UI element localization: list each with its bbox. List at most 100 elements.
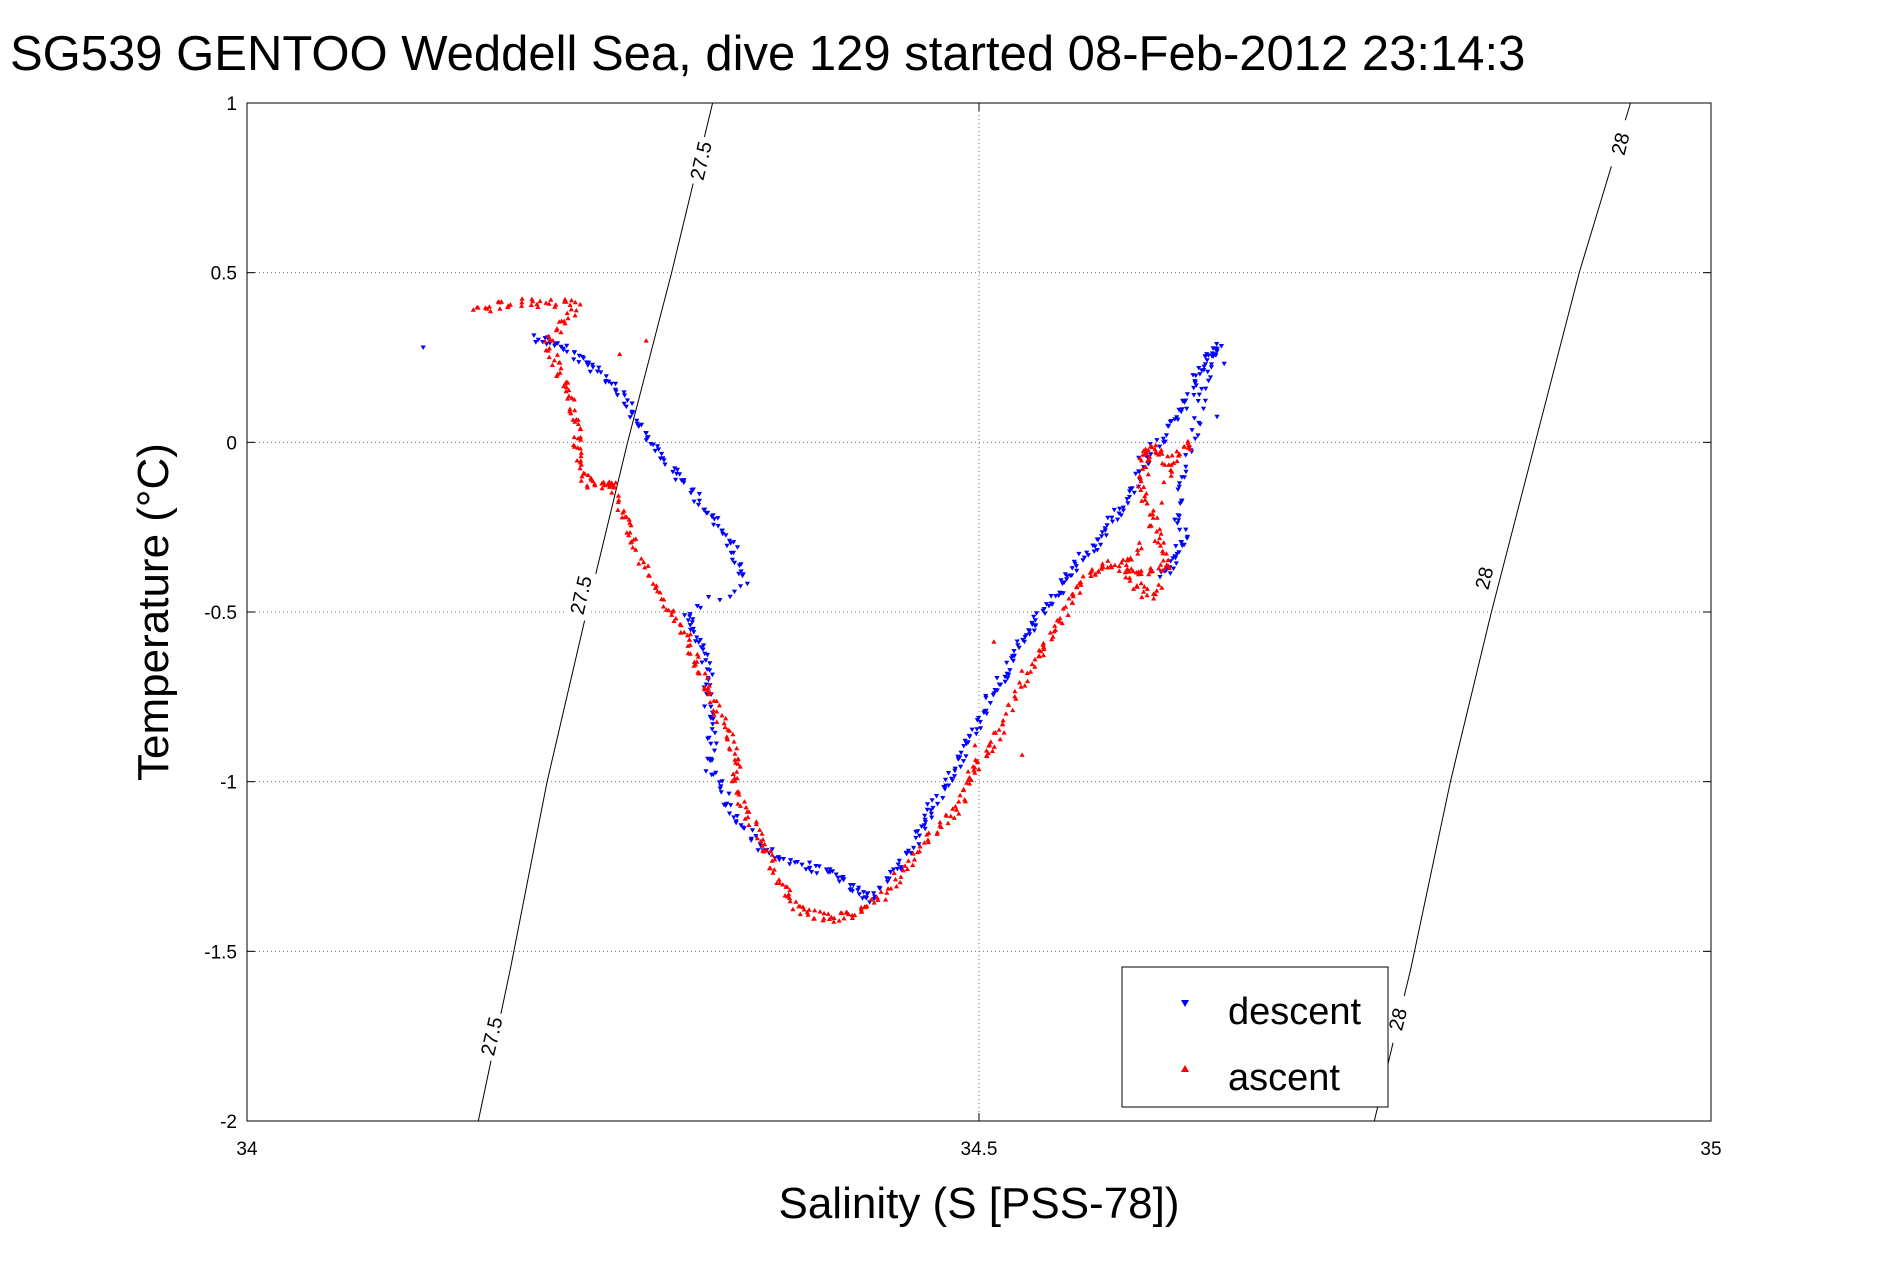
descent-point	[788, 858, 794, 863]
ascent-point	[1169, 469, 1175, 474]
descent-point	[738, 823, 744, 828]
descent-point	[969, 727, 975, 733]
ascent-point	[754, 835, 760, 841]
ascent-point	[542, 338, 548, 344]
ascent-point	[546, 345, 552, 351]
ascent-point	[1138, 568, 1144, 573]
ascent-point	[1050, 634, 1056, 639]
descent-point	[977, 719, 983, 725]
ascent-point	[961, 786, 967, 792]
legend-descent-label: descent	[1228, 991, 1362, 1033]
descent-point	[799, 862, 805, 868]
descent-point	[712, 730, 718, 736]
y-tick-label: -1	[220, 773, 237, 794]
ascent-point	[831, 915, 837, 920]
ascent-point	[1168, 473, 1174, 478]
descent-point	[987, 701, 993, 706]
ascent-point	[1124, 557, 1130, 563]
ascent-point	[1154, 515, 1160, 520]
ascent-point	[821, 910, 827, 916]
descent-point	[922, 826, 928, 832]
ascent-point	[592, 481, 598, 486]
descent-point	[1032, 618, 1038, 623]
ascent-point	[759, 843, 765, 848]
descent-point	[728, 803, 734, 808]
ascent-point	[725, 727, 731, 732]
ascent-point	[1186, 442, 1192, 447]
ascent-point	[1130, 568, 1136, 574]
ascent-point	[1123, 574, 1129, 580]
ascent-point	[519, 296, 525, 301]
descent-point	[1053, 594, 1059, 599]
descent-point	[1193, 373, 1199, 379]
descent-point	[695, 502, 702, 508]
ascent-point	[568, 306, 574, 312]
ascent-point	[868, 897, 874, 902]
descent-point	[755, 848, 761, 853]
ascent-point	[558, 365, 564, 371]
descent-point	[706, 595, 712, 600]
ascent-point	[737, 803, 743, 808]
ascent-point	[1159, 500, 1165, 505]
descent-point	[1214, 414, 1220, 420]
ascent-point	[613, 480, 619, 485]
ascent-point	[1138, 457, 1144, 463]
ascent-point	[1163, 551, 1169, 556]
ascent-point	[1143, 451, 1149, 457]
descent-point	[916, 842, 922, 847]
descent-point	[1004, 671, 1010, 677]
contour-label-bg	[563, 568, 598, 622]
descent-point	[1043, 602, 1050, 607]
ascent-point	[1157, 543, 1164, 548]
ascent-point	[545, 333, 552, 339]
descent-point	[816, 864, 822, 869]
descent-point	[814, 871, 820, 876]
descent-point	[919, 824, 925, 829]
descent-point	[1084, 550, 1090, 556]
ascent-point	[956, 811, 962, 816]
ascent-point	[797, 911, 803, 917]
ascent-point	[482, 305, 488, 310]
descent-point	[1218, 344, 1224, 349]
descent-point	[1196, 392, 1202, 398]
ascent-point	[584, 485, 591, 490]
descent-point	[823, 867, 830, 872]
descent-point	[1201, 368, 1207, 373]
ascent-point	[584, 483, 590, 488]
ascent-point	[734, 745, 740, 751]
ascent-point	[1000, 717, 1006, 723]
ascent-point	[1171, 460, 1177, 465]
ascent-point	[617, 351, 623, 357]
descent-point	[1173, 561, 1179, 566]
descent-point	[723, 533, 729, 538]
descent-point	[1031, 614, 1037, 620]
ascent-point	[616, 497, 622, 503]
ascent-point	[654, 588, 661, 594]
ascent-point	[558, 329, 564, 335]
descent-point	[922, 817, 928, 823]
ascent-point	[732, 775, 738, 781]
ascent-point	[1036, 647, 1042, 653]
descent-point	[1016, 645, 1022, 651]
descent-point	[1202, 398, 1208, 404]
descent-point	[1197, 372, 1203, 377]
descent-point	[744, 581, 750, 587]
ascent-point	[563, 388, 569, 394]
ascent-point	[1134, 547, 1141, 552]
descent-point	[708, 704, 714, 710]
ascent-point	[971, 767, 977, 773]
ascent-point	[737, 764, 743, 769]
ascent-point	[1168, 462, 1174, 467]
descent-point	[662, 462, 668, 467]
descent-point	[1191, 393, 1197, 398]
descent-point	[1183, 469, 1189, 475]
descent-point	[1179, 407, 1185, 412]
descent-point	[894, 866, 900, 872]
descent-point	[713, 770, 719, 776]
ascent-point	[948, 813, 954, 819]
descent-point	[535, 337, 541, 343]
ascent-point	[1136, 540, 1142, 545]
descent-point	[710, 772, 716, 777]
ascent-point	[666, 607, 672, 613]
